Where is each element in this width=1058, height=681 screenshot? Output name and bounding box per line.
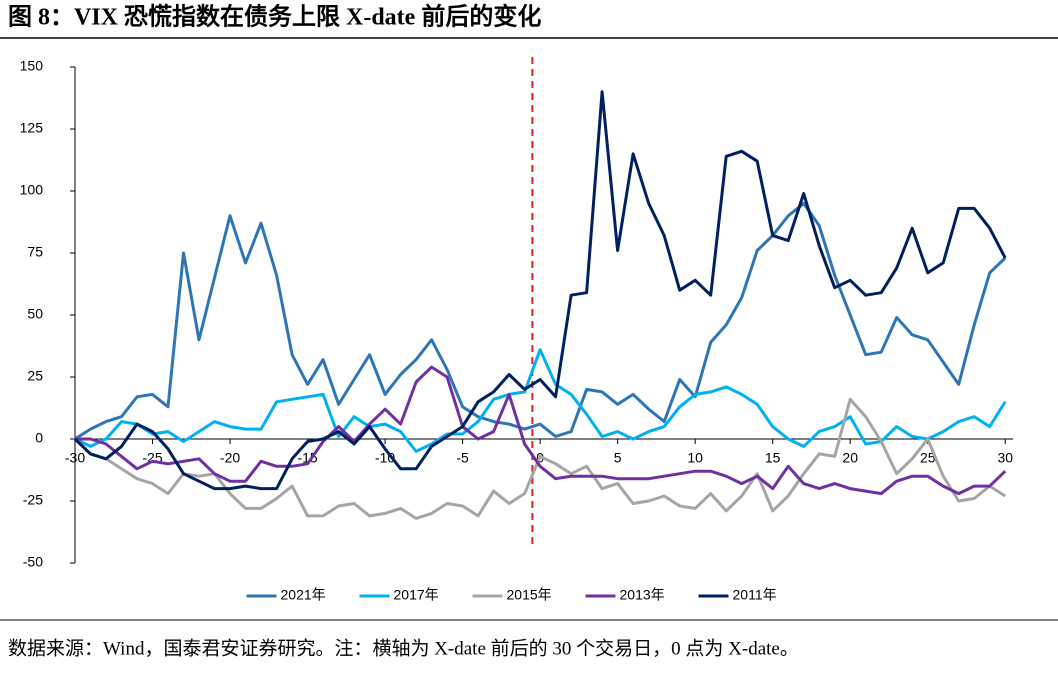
x-tick-label: -30 [65, 450, 85, 466]
x-tick-label: 5 [614, 450, 622, 466]
x-tick-label: 15 [765, 450, 781, 466]
x-tick-label: -20 [220, 450, 240, 466]
y-tick-label: 25 [27, 368, 43, 384]
legend-label: 2011年 [733, 587, 777, 603]
legend-label: 2015年 [507, 587, 552, 603]
legend-label: 2013年 [620, 587, 665, 603]
legend-label: 2021年 [281, 587, 326, 603]
series-line [73, 397, 1007, 520]
y-tick-label: 150 [20, 58, 44, 74]
y-tick-label: 75 [27, 244, 43, 260]
series-line [73, 90, 1007, 491]
x-tick-label: 30 [997, 450, 1013, 466]
series-line [74, 201, 1007, 441]
series-line [74, 348, 1007, 453]
y-tick-label: -50 [23, 554, 43, 570]
series-line [75, 365, 1007, 496]
source-note: 数据来源：Wind，国泰君安证券研究。注：横轴为 X-date 前后的 30 个… [8, 637, 799, 659]
x-tick-label: 20 [842, 450, 858, 466]
legend-label: 2017年 [394, 587, 439, 603]
x-tick-label: 10 [687, 450, 703, 466]
chart-title: 图 8：VIX 恐慌指数在债务上限 X-date 前后的变化 [8, 3, 541, 31]
y-tick-label: 0 [35, 430, 43, 446]
x-tick-label: -15 [297, 450, 317, 466]
x-tick-label: -5 [456, 450, 469, 466]
y-tick-label: 125 [20, 120, 44, 136]
y-tick-label: -25 [23, 492, 43, 508]
y-tick-label: 50 [27, 306, 43, 322]
y-tick-label: 100 [20, 182, 44, 198]
x-tick-label: 25 [920, 450, 936, 466]
